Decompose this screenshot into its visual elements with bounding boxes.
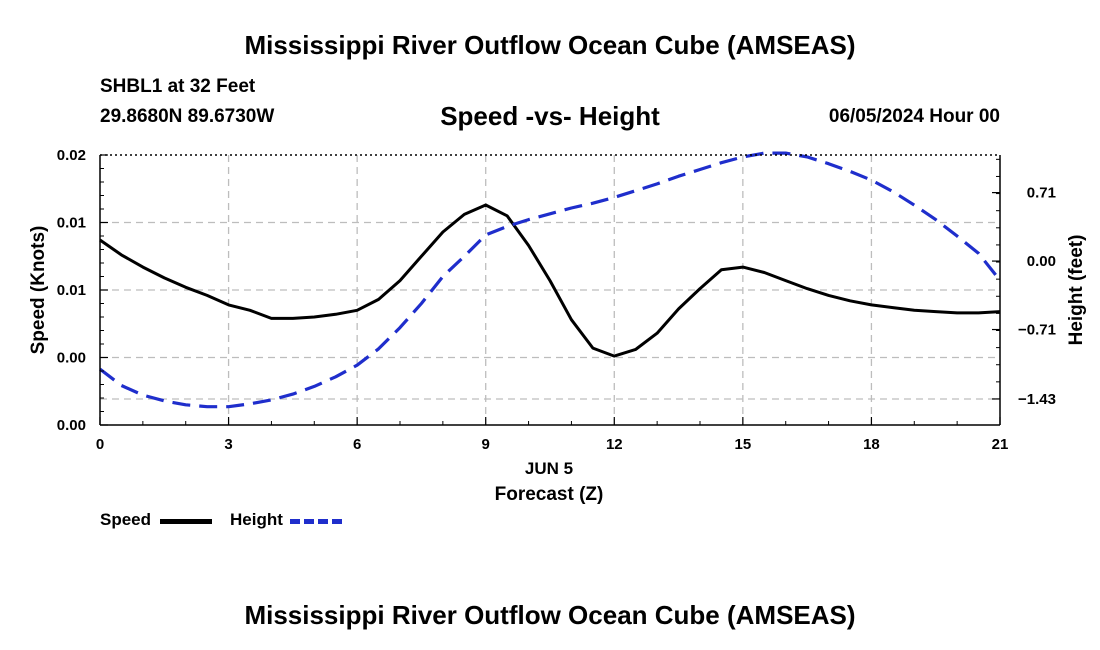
station-coordinates: 29.8680N 89.6730W (100, 106, 275, 127)
left-axis-title: Speed (Knots) (28, 226, 49, 355)
series-line-height (99, 151, 1002, 409)
x-tick-label: 15 (735, 436, 752, 453)
chart-subtitle: Speed -vs- Height (440, 101, 660, 131)
y2-tick-label: 0.00 (1027, 253, 1056, 270)
y2-tick-label: −1.43 (1018, 391, 1056, 408)
legend-speed-label: Speed (100, 510, 152, 529)
grid-lines (100, 155, 1000, 425)
series-lines (99, 151, 1002, 409)
x-tick-label: 21 (992, 436, 1009, 453)
y-tick-label: 0.02 (57, 147, 86, 164)
bottom-title: Mississippi River Outflow Ocean Cube (AM… (244, 600, 856, 630)
x-axis-date-label: JUN 5 (525, 459, 573, 478)
forecast-date: 06/05/2024 Hour 00 (828, 106, 1000, 127)
x-tick-label: 0 (96, 436, 104, 453)
x-tick-label: 9 (482, 436, 490, 453)
axes: 0 3 6 9 12 15 18 21 0.00 0.00 0.01 0.01 0.02 0.71 0.00… (57, 147, 1056, 453)
legend-speed-swatch (160, 519, 212, 524)
y-tick-label: 0.01 (57, 215, 86, 232)
y-tick-label: 0.00 (57, 417, 86, 434)
x-tick-label: 3 (224, 436, 232, 453)
x-tick-label: 18 (863, 436, 880, 453)
x-tick-label: 6 (353, 436, 361, 453)
station-label: SHBL1 at 32 Feet (100, 76, 256, 97)
legend-height-swatch (290, 519, 342, 524)
main-title: Mississippi River Outflow Ocean Cube (AM… (244, 30, 856, 60)
y2-tick-label: 0.71 (1027, 185, 1056, 202)
right-axis-title: Height (feet) (1066, 235, 1087, 346)
x-axis-title: Forecast (Z) (495, 484, 604, 505)
series-line-speed (99, 203, 1001, 358)
y-tick-label: 0.00 (57, 350, 86, 367)
y2-tick-label: −0.71 (1018, 322, 1056, 339)
y-tick-label: 0.01 (57, 282, 86, 299)
legend-height-label: Height (230, 510, 283, 529)
x-tick-label: 12 (606, 436, 623, 453)
